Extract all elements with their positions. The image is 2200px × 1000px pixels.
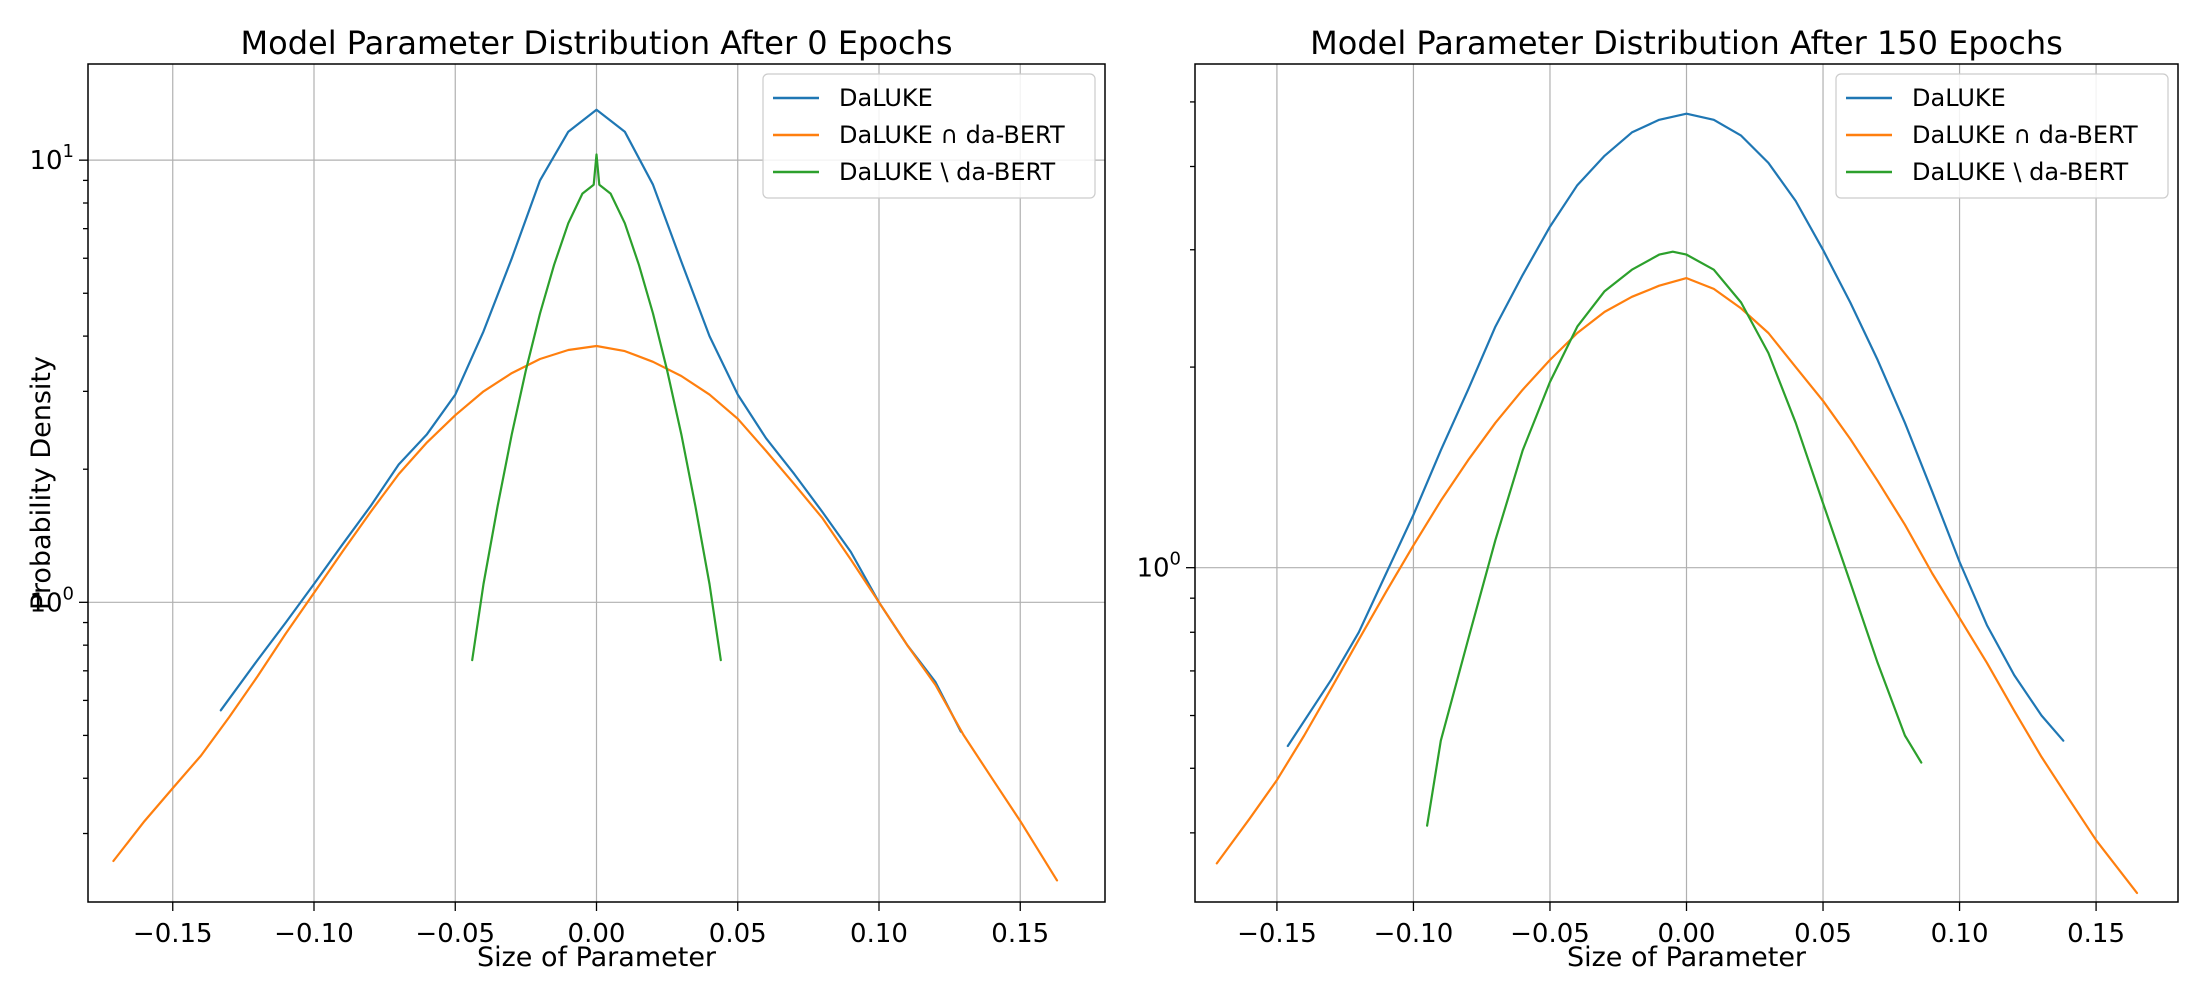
chart-left-series-daluke-da-bert-line (112, 344, 1059, 882)
chart-left-x-tick-label: 0.15 (991, 919, 1049, 949)
chart-right-series-daluke-da-bert-line (1425, 250, 1923, 827)
chart-left-x-tick-label: −0.15 (133, 919, 213, 949)
chart-left-x-tick-label: −0.05 (415, 919, 495, 949)
chart-right-y-tick-label: 100 (1136, 549, 1181, 584)
chart-right-x-tick-label: −0.05 (1510, 919, 1590, 949)
chart-right-series-daluke-da-bert-line (1215, 277, 2139, 895)
chart-right-panel: −0.15 −0.10 −0.05 0.00 0.05 0.10 0.15 100 Model … (1136, 24, 2179, 973)
chart-left-legend-label-daluke-da-bert: DaLUKE \ da-BERT (839, 158, 1055, 186)
chart-left-y-tick-exponent: 0 (63, 583, 74, 604)
chart-left-title: Model Parameter Distribution After 0 Epo… (241, 24, 953, 62)
chart-left-legend-box (762, 73, 1096, 199)
chart-left-y-axis-label: Probability Density (26, 356, 57, 610)
chart-right-title: Model Parameter Distribution After 150 E… (1310, 24, 2063, 62)
chart-left-legend-label-daluke: DaLUKE (839, 84, 933, 112)
chart-right-legend-box (1835, 73, 2169, 199)
chart-right-legend-label-daluke-da-bert: DaLUKE ∩ da-BERT (1912, 121, 2138, 149)
chart-left-y-tick-label: 100 (29, 583, 74, 618)
chart-right-axes-frame (1194, 63, 2179, 903)
chart-left-series-group (112, 108, 1059, 882)
chart-left-y-tick-base: 10 (29, 588, 62, 618)
chart-left-x-tick-label: 0.00 (568, 919, 626, 949)
chart-left-x-tick-label: 0.05 (709, 919, 767, 949)
chart-left-series-daluke-line (219, 108, 963, 733)
chart-left-x-axis-label: Size of Parameter (477, 942, 717, 973)
chart-right-y-tick-base: 10 (1136, 554, 1169, 584)
chart-left-series-daluke-da-bert-line (471, 153, 722, 662)
chart-left-x-tick-label: 0.10 (850, 919, 908, 949)
chart-right-x-tick-label: 0.10 (1931, 919, 1989, 949)
chart-right-y-tick-exponent: 0 (1170, 549, 1181, 570)
chart-right-x-tick-label: −0.15 (1237, 919, 1317, 949)
chart-right-x-tick-label: 0.00 (1658, 919, 1716, 949)
chart-left-legend-label-daluke-da-bert: DaLUKE ∩ da-BERT (839, 121, 1065, 149)
chart-left-axes-frame (87, 63, 1106, 903)
chart-left-legend: DaLUKE DaLUKE ∩ da-BERT DaLUKE \ da-BERT (762, 73, 1096, 199)
chart-left-y-tick-base: 10 (29, 146, 62, 176)
chart-right-legend: DaLUKE DaLUKE ∩ da-BERT DaLUKE \ da-BERT (1835, 73, 2169, 199)
chart-left-x-tick-label: −0.10 (274, 919, 354, 949)
chart-right-x-tick-label: 0.15 (2067, 919, 2125, 949)
chart-right-x-tick-label: −0.10 (1374, 919, 1454, 949)
chart-left-panel: −0.15 −0.10 −0.05 0.00 0.05 0.10 0.15100101Mod… (26, 24, 1106, 973)
chart-right-x-axis-label: Size of Parameter (1567, 942, 1807, 973)
chart-right-legend-label-daluke: DaLUKE (1912, 84, 2006, 112)
chart-right-series-daluke-line (1286, 112, 2065, 748)
chart-right-legend-label-daluke-da-bert: DaLUKE \ da-BERT (1912, 158, 2128, 186)
chart-left-y-tick-exponent: 1 (63, 141, 74, 162)
chart-left-y-tick-label: 101 (29, 141, 74, 176)
chart-right-x-tick-label: 0.05 (1794, 919, 1852, 949)
chart-right-series-group (1215, 112, 2139, 895)
